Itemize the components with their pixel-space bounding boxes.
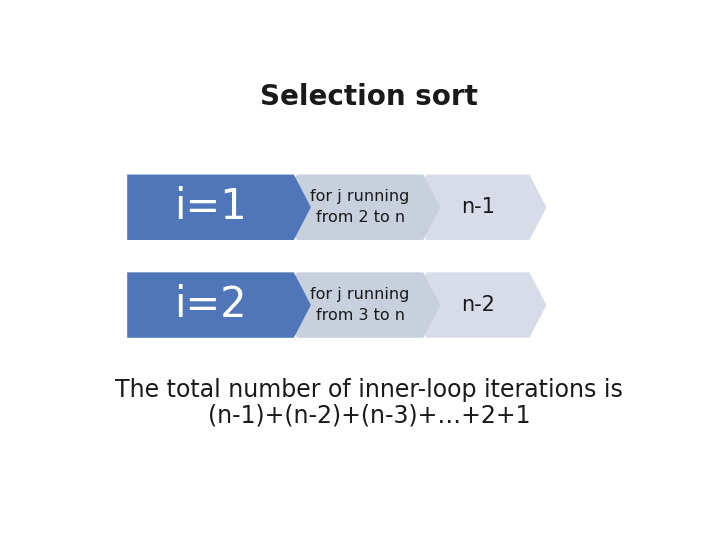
Polygon shape bbox=[280, 272, 441, 338]
Text: n-1: n-1 bbox=[461, 197, 495, 217]
Text: (n-1)+(n-2)+(n-3)+…+2+1: (n-1)+(n-2)+(n-3)+…+2+1 bbox=[208, 403, 530, 427]
Text: for j running
from 2 to n: for j running from 2 to n bbox=[310, 189, 410, 225]
Polygon shape bbox=[127, 272, 311, 338]
Text: Selection sort: Selection sort bbox=[260, 83, 478, 111]
Text: i=1: i=1 bbox=[174, 186, 247, 228]
Text: The total number of inner-loop iterations is: The total number of inner-loop iteration… bbox=[115, 378, 623, 402]
Text: n-2: n-2 bbox=[461, 295, 495, 315]
Polygon shape bbox=[409, 174, 546, 240]
Text: for j running
from 3 to n: for j running from 3 to n bbox=[310, 287, 410, 323]
Polygon shape bbox=[127, 174, 311, 240]
Polygon shape bbox=[280, 174, 441, 240]
Polygon shape bbox=[409, 272, 546, 338]
Text: i=2: i=2 bbox=[174, 284, 247, 326]
